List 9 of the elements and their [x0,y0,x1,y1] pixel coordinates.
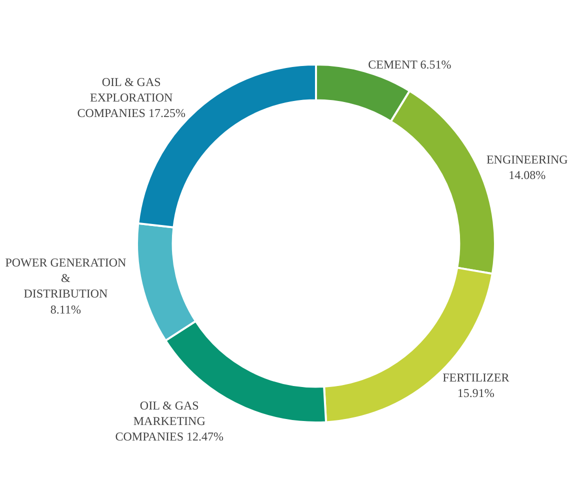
slice-label: OIL & GAS EXPLORATION COMPANIES 17.25% [77,74,186,120]
slice-label: FERTILIZER [442,370,510,384]
slice-label: OIL & GAS MARKETING COMPANIES 12.47% [115,398,224,444]
data-label: 15.91% [457,386,494,400]
data-label: 8.11% [50,302,81,316]
slice-label: ENGINEERING [486,152,568,166]
slice-label: CEMENT 6.51% [368,58,452,72]
data-label: 14.08% [508,168,546,182]
slice-label: POWER GENERATION & DISTRIBUTION [5,256,127,301]
